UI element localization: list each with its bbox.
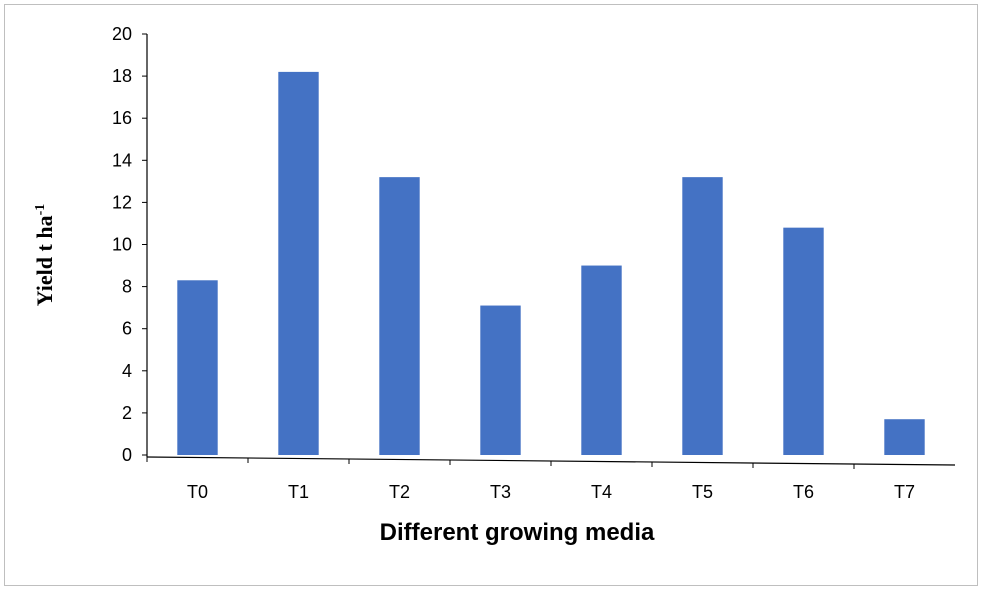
y-axis-ticks: 0 2 4 6 8 10 12 14 16 18 20	[112, 24, 147, 465]
x-tick-label-t2: T2	[389, 482, 410, 502]
x-tick-label-t7: T7	[894, 482, 915, 502]
bar-t3	[480, 305, 521, 455]
x-tick-label-t6: T6	[793, 482, 814, 502]
y-tick-label: 0	[122, 445, 132, 465]
y-tick-label: 18	[112, 66, 132, 86]
x-tick-label-t4: T4	[591, 482, 612, 502]
y-tick-label: 16	[112, 108, 132, 128]
bar-t1	[278, 71, 319, 455]
x-axis-ticks: T0 T1 T2 T3 T4 T5 T6 T7	[146, 457, 915, 502]
bars-group	[177, 71, 925, 455]
bar-t4	[581, 265, 622, 455]
bar-t7	[884, 419, 925, 455]
y-axis-title: Yield t ha-1	[32, 204, 57, 307]
x-tick-label-t0: T0	[187, 482, 208, 502]
y-tick-label: 4	[122, 361, 132, 381]
y-tick-label: 8	[122, 277, 132, 297]
bar-t0	[177, 280, 218, 455]
y-tick-label: 6	[122, 319, 132, 339]
y-tick-label: 12	[112, 192, 132, 212]
bar-t2	[379, 177, 420, 455]
x-axis-title: Different growing media	[380, 519, 655, 546]
y-axis-title-superscript: -1	[33, 204, 48, 216]
bar-t5	[682, 177, 723, 455]
x-axis-line	[146, 456, 956, 466]
bar-t6	[783, 227, 824, 455]
y-tick-label: 20	[112, 24, 132, 44]
x-tick-label-t5: T5	[692, 482, 713, 502]
x-tick-label-t1: T1	[288, 482, 309, 502]
y-tick-label: 10	[112, 235, 132, 255]
y-tick-label: 14	[112, 150, 132, 170]
y-axis-title-main: Yield t ha	[32, 215, 57, 306]
x-tick-label-t3: T3	[490, 482, 511, 502]
y-tick-label: 2	[122, 403, 132, 423]
